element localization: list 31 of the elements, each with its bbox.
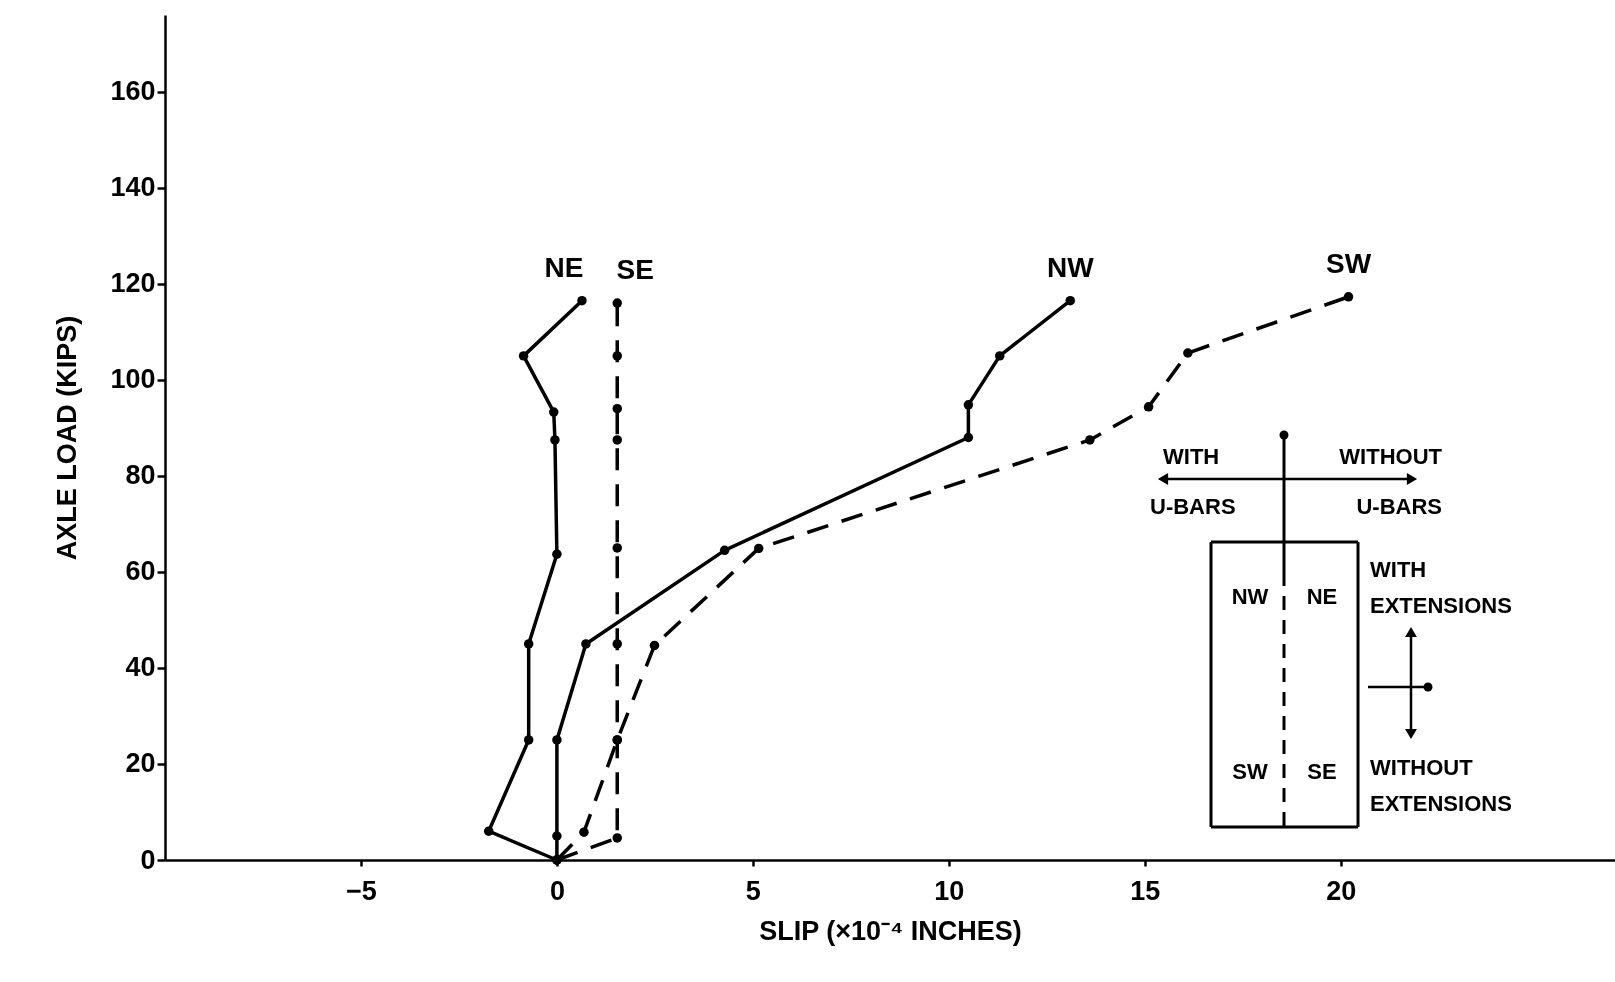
series-label: SW	[1325, 247, 1372, 279]
x-tick-label: 0	[549, 875, 565, 906]
y-tick-label: 140	[110, 172, 156, 203]
y-tick-label: 60	[125, 556, 156, 587]
y-axis-title: AXLE LOAD (KIPS)	[52, 315, 83, 561]
annotation: WITH	[1163, 444, 1220, 469]
y-tick-label: 160	[110, 76, 156, 107]
x-tick-label: 20	[1326, 875, 1357, 906]
x-axis-title: SLIP (×10⁻⁴ INCHES)	[759, 915, 1022, 946]
series-label: NW	[1046, 251, 1095, 283]
x-tick-label: 5	[745, 875, 761, 906]
annotation: SW	[1232, 759, 1268, 784]
y-tick-label: 80	[125, 460, 156, 491]
annotation: NW	[1231, 584, 1269, 609]
x-tick-label: 15	[1130, 875, 1161, 906]
annotation: U-BARS	[1150, 494, 1236, 519]
annotation: U-BARS	[1356, 494, 1442, 519]
y-tick-label: 20	[125, 748, 156, 779]
series-label: NE	[544, 251, 584, 283]
x-tick-label: −5	[346, 875, 377, 906]
y-tick-label: 120	[110, 268, 156, 299]
annotation: NE	[1306, 584, 1338, 609]
annotation: WITH EXTENSIONS	[1370, 557, 1512, 618]
annotation: SE	[1307, 759, 1337, 784]
annotation: WITHOUT	[1339, 444, 1443, 469]
annotation: WITHOUT EXTENSIONS	[1370, 755, 1512, 816]
series-label: SE	[616, 254, 654, 286]
x-tick-label: 10	[934, 875, 965, 906]
y-tick-label: 100	[110, 364, 156, 395]
y-tick-label: 40	[125, 652, 156, 683]
y-tick-label: 0	[140, 844, 156, 875]
